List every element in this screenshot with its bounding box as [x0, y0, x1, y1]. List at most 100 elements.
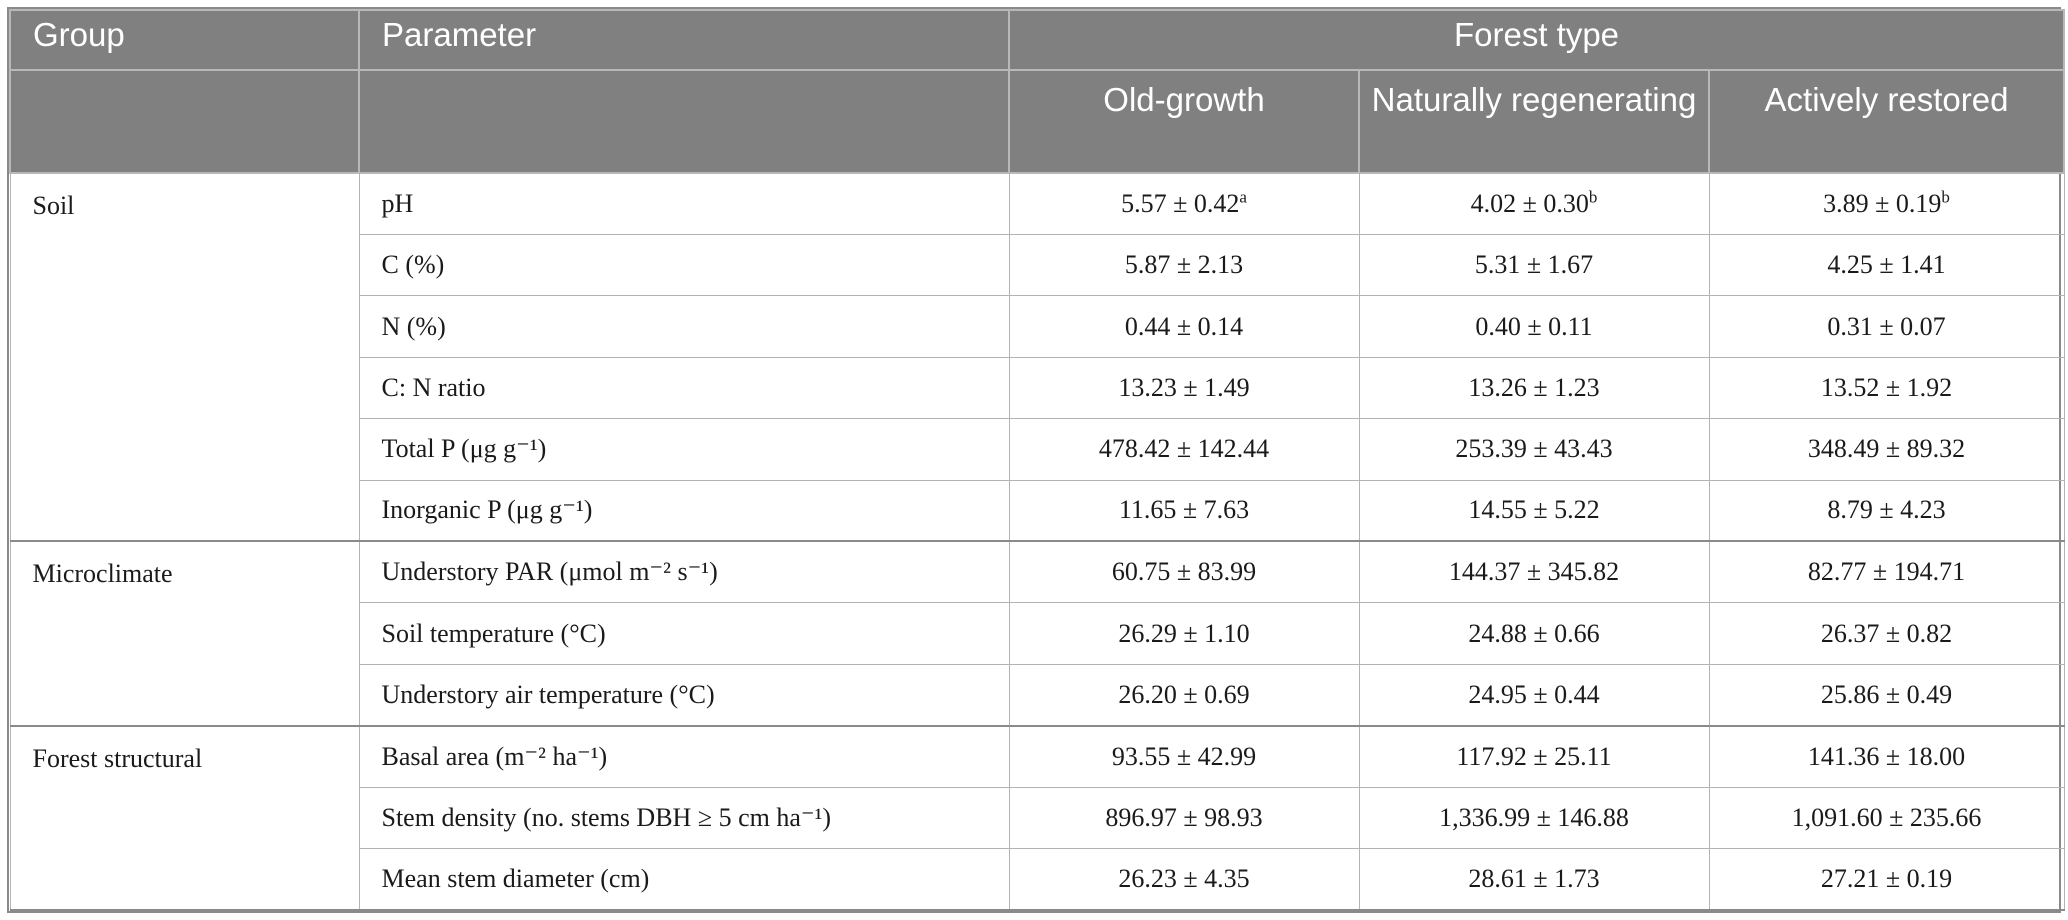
value-text: 25.86 ± 0.49 — [1820, 679, 1953, 709]
parameter-cell: Stem density (no. stems DBH ≥ 5 cm ha⁻¹) — [358, 786, 1010, 849]
value-text: 13.23 ± 1.49 — [1118, 372, 1250, 402]
table-row: Mean stem diameter (cm) 26.23 ± 4.35 28.61… — [10, 847, 2065, 911]
table-row: Stem density (no. stems DBH ≥ 5 cm ha⁻¹)… — [10, 786, 2065, 849]
value-cell-naturally-regenerating: 24.88 ± 0.66 — [1358, 602, 1710, 665]
value-cell-naturally-regenerating: 4.02 ± 0.30b — [1358, 172, 1710, 235]
significance-letter: b — [1941, 187, 1950, 207]
group-label: Soil — [9, 172, 360, 543]
table-row: Total P (μg g⁻¹) 478.42 ± 142.44 253.39 ± … — [10, 418, 2065, 481]
value-text: 26.23 ± 4.35 — [1118, 863, 1250, 893]
parameter-cell: pH — [358, 172, 1010, 235]
value-cell-naturally-regenerating: 24.95 ± 0.44 — [1358, 663, 1710, 727]
value-text: 478.42 ± 142.44 — [1098, 434, 1270, 464]
value-cell-old-growth: 5.87 ± 2.13 — [1008, 233, 1360, 297]
header-actively-restored: Actively restored — [1707, 69, 2066, 174]
value-text: 28.61 ± 1.73 — [1468, 863, 1600, 893]
value-cell-old-growth: 60.75 ± 83.99 — [1008, 540, 1360, 604]
value-text: 1,336.99 ± 146.88 — [1439, 802, 1629, 832]
forest-parameter-table: Group Parameter Forest type Old-growth N… — [9, 9, 2066, 912]
value-text: 8.79 ± 4.23 — [1827, 495, 1946, 525]
value-text: 60.75 ± 83.99 — [1111, 557, 1257, 587]
value-cell-actively-restored: 348.49 ± 89.32 — [1708, 418, 2065, 481]
value-cell-naturally-regenerating: 13.26 ± 1.23 — [1358, 356, 1710, 420]
parameter-cell: Total P (μg g⁻¹) — [358, 418, 1010, 481]
value-cell-old-growth: 478.42 ± 142.44 — [1008, 418, 1360, 481]
value-cell-old-growth: 13.23 ± 1.49 — [1008, 356, 1360, 420]
value-cell-naturally-regenerating: 14.55 ± 5.22 — [1358, 479, 1710, 543]
value-text: 13.52 ± 1.92 — [1820, 372, 1953, 402]
value-text: 0.31 ± 0.07 — [1827, 311, 1946, 341]
value-cell-naturally-regenerating: 0.40 ± 0.11 — [1358, 295, 1710, 358]
parameter-cell: Basal area (m⁻² ha⁻¹) — [358, 725, 1010, 788]
value-cell-naturally-regenerating: 253.39 ± 43.43 — [1358, 418, 1710, 481]
value-text: 3.89 ± 0.19 — [1823, 188, 1942, 218]
value-text: 93.55 ± 42.99 — [1111, 741, 1257, 771]
table-row: C: N ratio 13.23 ± 1.49 13.26 ± 1.23 13.52 … — [10, 356, 2065, 420]
parameter-cell: C: N ratio — [358, 356, 1010, 420]
header-parameter: Parameter — [358, 9, 1010, 71]
group-label: Forest structural — [9, 725, 360, 912]
value-text: 253.39 ± 43.43 — [1455, 434, 1613, 464]
value-text: 24.88 ± 0.66 — [1468, 618, 1600, 648]
value-cell-naturally-regenerating: 5.31 ± 1.67 — [1358, 233, 1710, 297]
value-text: 82.77 ± 194.71 — [1807, 557, 1966, 587]
value-text: 26.37 ± 0.82 — [1820, 618, 1953, 648]
table-row: Inorganic P (μg g⁻¹) 11.65 ± 7.63 14.55 ± … — [10, 479, 2065, 543]
header-parameter-blank — [358, 69, 1010, 174]
value-text: 348.49 ± 89.32 — [1807, 434, 1966, 464]
parameter-cell: C (%) — [358, 233, 1010, 297]
parameter-cell: Inorganic P (μg g⁻¹) — [358, 479, 1010, 543]
data-table-frame: Group Parameter Forest type Old-growth N… — [7, 7, 2066, 913]
value-text: 26.29 ± 1.10 — [1118, 618, 1250, 648]
value-cell-naturally-regenerating: 1,336.99 ± 146.88 — [1358, 786, 1710, 849]
value-cell-actively-restored: 141.36 ± 18.00 — [1708, 725, 2065, 788]
value-text: 141.36 ± 18.00 — [1807, 741, 1966, 771]
value-cell-old-growth: 26.20 ± 0.69 — [1008, 663, 1360, 727]
table-row: Understory air temperature (°C) 26.20 ± 0… — [10, 663, 2065, 727]
value-text: 117.92 ± 25.11 — [1456, 741, 1612, 771]
header-naturally-regenerating: Naturally regenerating — [1358, 69, 1710, 174]
table-row: Soil pH 5.57 ± 0.42a 4.02 ± 0.30b 3.89 ± 0.1… — [9, 172, 2065, 543]
header-forest-type: Forest type — [1007, 9, 2066, 71]
value-cell-old-growth: 896.97 ± 98.93 — [1008, 786, 1360, 849]
table-row: Forest structural Basal area (m⁻² ha⁻¹) 93… — [9, 725, 2065, 912]
value-text: 144.37 ± 345.82 — [1448, 557, 1620, 587]
value-text: 5.31 ± 1.67 — [1474, 250, 1594, 280]
value-text: 896.97 ± 98.93 — [1105, 802, 1263, 832]
value-cell-old-growth: 93.55 ± 42.99 — [1008, 725, 1360, 788]
value-text: 14.55 ± 5.22 — [1468, 495, 1600, 525]
value-text: 5.57 ± 0.42 — [1121, 188, 1240, 218]
header-old-growth: Old-growth — [1008, 69, 1360, 174]
value-cell-actively-restored: 0.31 ± 0.07 — [1708, 295, 2065, 358]
value-cell-naturally-regenerating: 28.61 ± 1.73 — [1358, 847, 1710, 911]
value-cell-actively-restored: 4.25 ± 1.41 — [1708, 233, 2065, 297]
table-body: Soil pH 5.57 ± 0.42a 4.02 ± 0.30b 3.89 ± 0.1… — [9, 172, 2065, 912]
value-text: 5.87 ± 2.13 — [1124, 250, 1244, 280]
parameter-cell: Soil temperature (°C) — [358, 602, 1010, 665]
value-cell-old-growth: 26.23 ± 4.35 — [1008, 847, 1360, 911]
table-row: N (%) 0.44 ± 0.14 0.40 ± 0.11 0.31 ± 0.07 — [10, 295, 2065, 358]
value-text: 1,091.60 ± 235.66 — [1791, 802, 1982, 832]
value-text: 4.25 ± 1.41 — [1827, 250, 1946, 280]
significance-letter: a — [1239, 187, 1247, 207]
parameter-cell: N (%) — [358, 295, 1010, 358]
value-cell-old-growth: 0.44 ± 0.14 — [1008, 295, 1360, 358]
parameter-cell: Understory PAR (μmol m⁻² s⁻¹) — [358, 540, 1010, 604]
value-cell-actively-restored: 82.77 ± 194.71 — [1708, 540, 2065, 604]
value-cell-naturally-regenerating: 144.37 ± 345.82 — [1358, 540, 1710, 604]
value-cell-old-growth: 26.29 ± 1.10 — [1008, 602, 1360, 665]
value-text: 0.44 ± 0.14 — [1124, 311, 1244, 341]
value-text: 26.20 ± 0.69 — [1118, 679, 1250, 709]
value-cell-actively-restored: 3.89 ± 0.19b — [1708, 172, 2065, 235]
header-group-blank — [9, 69, 360, 174]
value-cell-actively-restored: 1,091.60 ± 235.66 — [1708, 786, 2065, 849]
value-text: 27.21 ± 0.19 — [1820, 863, 1953, 893]
header-group: Group — [9, 9, 360, 71]
value-text: 24.95 ± 0.44 — [1468, 679, 1600, 709]
table-row: Soil temperature (°C) 26.29 ± 1.10 24.88 ±… — [10, 602, 2065, 665]
parameter-cell: Mean stem diameter (cm) — [358, 847, 1010, 911]
table-row: C (%) 5.87 ± 2.13 5.31 ± 1.67 4.25 ± 1.41 — [10, 233, 2065, 297]
value-cell-old-growth: 5.57 ± 0.42a — [1008, 172, 1360, 235]
value-cell-actively-restored: 13.52 ± 1.92 — [1708, 356, 2065, 420]
value-cell-actively-restored: 26.37 ± 0.82 — [1708, 602, 2065, 665]
